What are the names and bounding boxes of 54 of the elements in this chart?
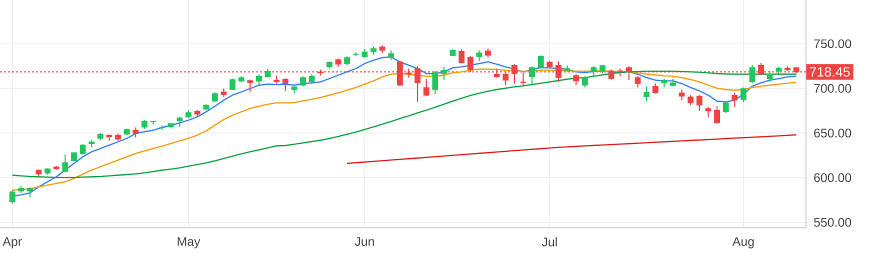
- candlestick: [388, 50, 394, 61]
- candlestick: [256, 74, 262, 86]
- candlestick: [344, 56, 350, 66]
- y-tick-label: 600.00: [814, 173, 852, 182]
- candlestick: [300, 76, 306, 87]
- candlestick: [644, 86, 650, 102]
- candlestick: [678, 89, 685, 101]
- candlestick: [722, 101, 729, 114]
- candlestick: [62, 154, 68, 173]
- candlestick: [590, 66, 597, 77]
- candlestick: [714, 106, 720, 124]
- candlestick: [688, 94, 694, 106]
- candlestick: [80, 144, 86, 156]
- candlestick: [150, 120, 156, 126]
- y-tick-label: 750.00: [814, 39, 852, 48]
- candlestick: [458, 49, 465, 64]
- candlestick: [626, 66, 632, 81]
- candlestick: [696, 94, 702, 112]
- candlestick: [441, 66, 447, 81]
- candlestick: [282, 78, 288, 92]
- x-tick-label: Jun: [354, 237, 374, 246]
- y-tick-label: 550.00: [814, 218, 852, 227]
- candlestick: [247, 79, 254, 92]
- x-tick-label: May: [178, 237, 200, 248]
- candlestick: [538, 54, 544, 70]
- candlestick: [520, 72, 526, 87]
- candlestick: [529, 66, 535, 85]
- candlestick: [573, 74, 580, 86]
- x-tick-label: Jul: [542, 237, 557, 246]
- candlestick: [432, 70, 438, 95]
- candlestick: [564, 64, 570, 72]
- candlestick: [732, 92, 738, 108]
- candlestick: [634, 76, 641, 88]
- x-tick-label: Aug: [732, 237, 754, 248]
- candlestick: [27, 186, 33, 198]
- candlestick: [740, 86, 746, 102]
- candlestick: [212, 92, 218, 102]
- candlestick: [608, 69, 614, 80]
- candlestick: [476, 50, 482, 62]
- ref-line-label: 718.45: [810, 67, 850, 77]
- candlestick: [705, 106, 712, 118]
- candlestick: [582, 76, 588, 88]
- candlestick: [485, 48, 491, 58]
- x-tick-label: Apr: [2, 237, 22, 248]
- candlestick: [308, 74, 315, 85]
- y-tick-label: 700.00: [814, 84, 852, 93]
- candlestick: [176, 116, 183, 128]
- candlestick: [766, 70, 773, 82]
- y-tick-label: 650.00: [814, 128, 852, 138]
- candlestick: [652, 83, 658, 94]
- candlestick: [9, 190, 16, 204]
- candlestick: [132, 126, 139, 138]
- candlestick: [749, 64, 756, 84]
- candlestick: [423, 78, 430, 97]
